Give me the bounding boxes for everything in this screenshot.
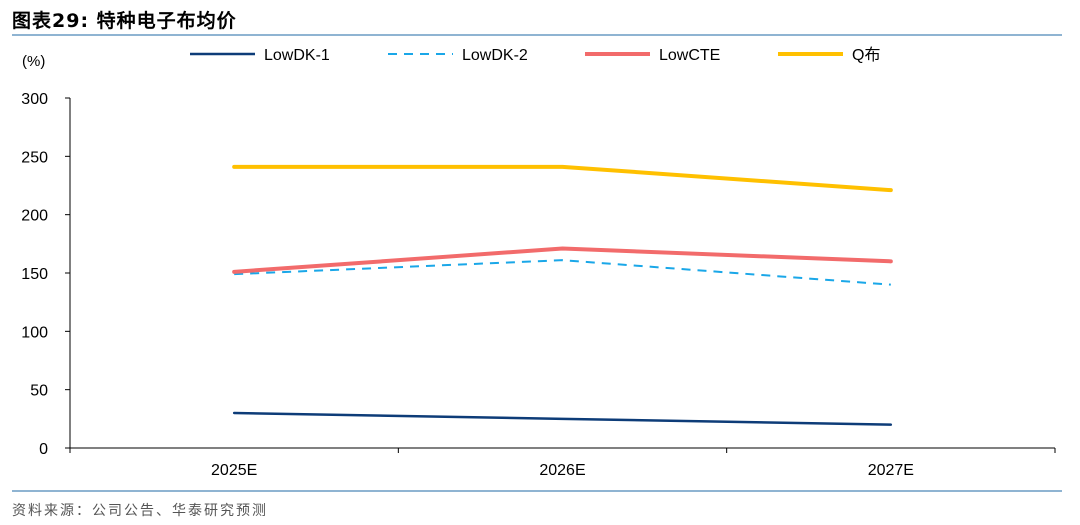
y-tick-label: 200	[21, 208, 48, 225]
y-axis-label: (%)	[22, 53, 45, 70]
chart-legend: LowDK-1 LowDK-2 LowCTE Q布	[190, 46, 880, 64]
source-rule	[12, 490, 1062, 492]
legend-label-LowCTE: LowCTE	[659, 47, 720, 64]
legend-label-Q布: Q布	[852, 46, 880, 64]
title-rule	[12, 34, 1062, 36]
x-tick-label: 2025E	[211, 462, 257, 479]
y-tick-label: 0	[39, 441, 48, 458]
y-tick-label: 100	[21, 324, 48, 341]
chart-series	[232, 164, 893, 426]
y-tick-label: 300	[21, 91, 48, 108]
source-note: 资料来源：公司公告、华泰研究预测	[12, 503, 268, 519]
figure-title: 图表29: 特种电子布均价	[12, 10, 237, 32]
x-tick-label: 2026E	[539, 462, 585, 479]
chart-axes: 0 50 100 150 200 250 300 2025E 2026E 2027E	[21, 91, 1056, 479]
y-tick-label: 50	[30, 383, 48, 400]
legend-label-LowDK-1: LowDK-1	[264, 47, 330, 64]
series-line-Q布	[232, 164, 893, 193]
legend-label-LowDK-2: LowDK-2	[462, 47, 528, 64]
x-tick-label: 2027E	[868, 462, 914, 479]
y-tick-label: 250	[21, 149, 48, 166]
y-tick-label: 150	[21, 266, 48, 283]
